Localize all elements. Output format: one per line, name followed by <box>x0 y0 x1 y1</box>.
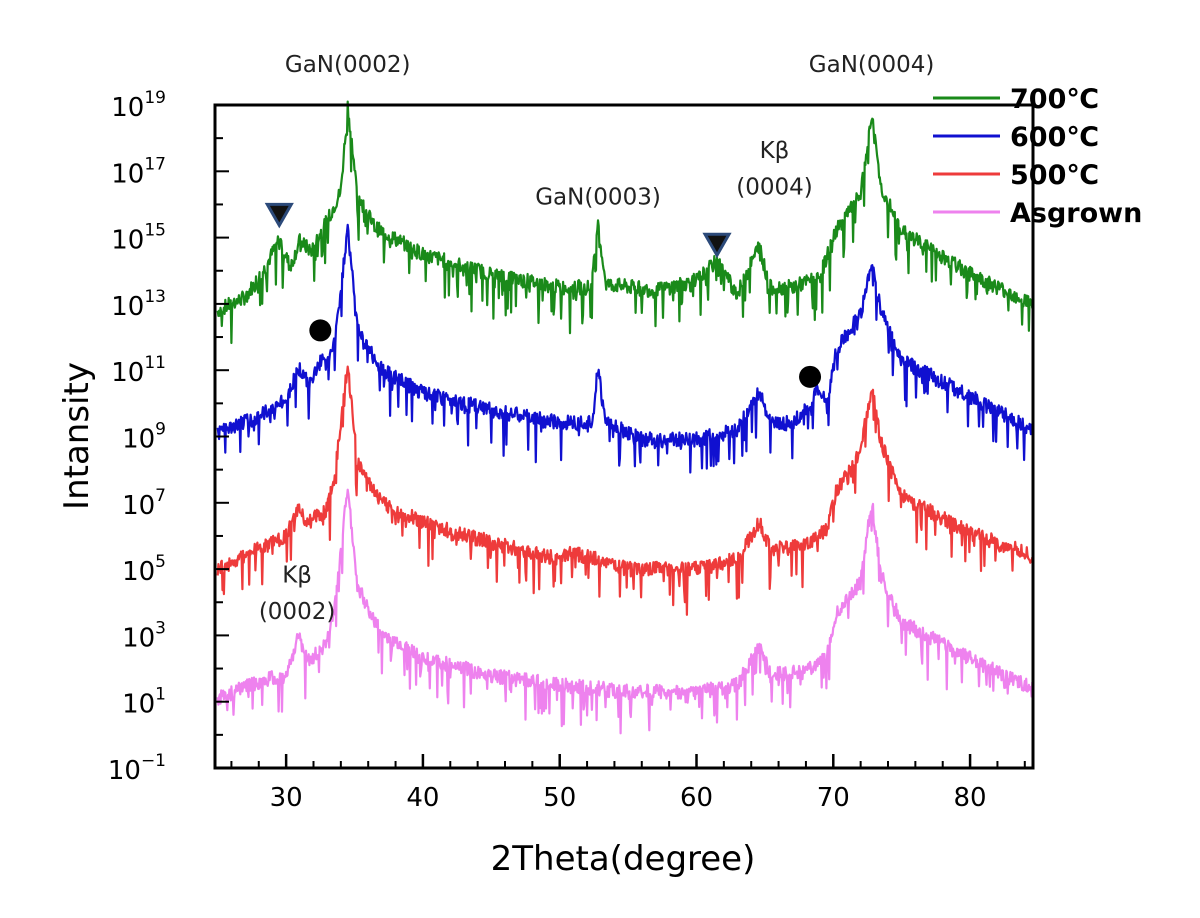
x-tick-label: 70 <box>817 783 850 813</box>
x-tick-label: 60 <box>680 783 713 813</box>
y-tick-label: 1013 <box>111 287 166 322</box>
y-tick-label: 103 <box>122 618 166 653</box>
series-line-2 <box>216 223 1034 474</box>
annotation-label: GaN(0004) <box>809 52 935 78</box>
y-tick-label: 1015 <box>111 221 166 256</box>
annotation-label: Kβ <box>282 562 312 588</box>
annotation-label: (0004) <box>736 175 812 201</box>
legend-label-2: 600℃ <box>1010 122 1099 153</box>
circle-marker <box>309 319 332 342</box>
x-tick-label: 30 <box>270 783 303 813</box>
legend: 700℃ 600℃ 500℃ Asgrown <box>933 84 1142 229</box>
y-tick-label: 1019 <box>111 88 166 123</box>
annotation-label: Kβ <box>760 138 790 164</box>
y-tick-label: 1011 <box>111 353 166 388</box>
y-tick-label: 10−1 <box>108 751 166 786</box>
circle-marker <box>799 365 822 388</box>
annotation-label: (0002) <box>259 599 335 625</box>
ticks-layer: 30 40 50 60 70 80 1019 1017 1015 1013 1011 109 107 10… <box>108 88 1026 813</box>
legend-label-4: Asgrown <box>1010 198 1142 229</box>
series-line-3 <box>216 365 1034 616</box>
series-line-4 <box>216 488 1034 735</box>
annotation-label: GaN(0002) <box>285 52 411 78</box>
x-axis-label: 2Theta(degree) <box>491 839 756 879</box>
x-tick-label: 40 <box>406 783 439 813</box>
y-tick-label: 107 <box>122 486 166 521</box>
legend-label-3: 500℃ <box>1010 160 1099 191</box>
series-layer <box>216 100 1034 735</box>
legend-label-1: 700℃ <box>1010 84 1099 115</box>
y-tick-label: 105 <box>122 552 166 587</box>
y-tick-label: 101 <box>122 685 166 720</box>
x-tick-label: 80 <box>954 783 987 813</box>
marker-layer <box>264 202 822 388</box>
triangle-marker <box>264 202 294 229</box>
triangle-marker <box>702 232 732 259</box>
series-line-1 <box>216 100 1034 345</box>
x-tick-label: 50 <box>543 783 576 813</box>
y-tick-label: 1017 <box>111 154 166 189</box>
annotation-label: GaN(0003) <box>535 184 661 210</box>
y-axis-label: Intansity <box>57 362 97 510</box>
annotation-layer: GaN(0002) GaN(0004) GaN(0003) Kβ (0004) Kβ (00… <box>259 52 935 625</box>
y-tick-label: 109 <box>122 420 166 455</box>
